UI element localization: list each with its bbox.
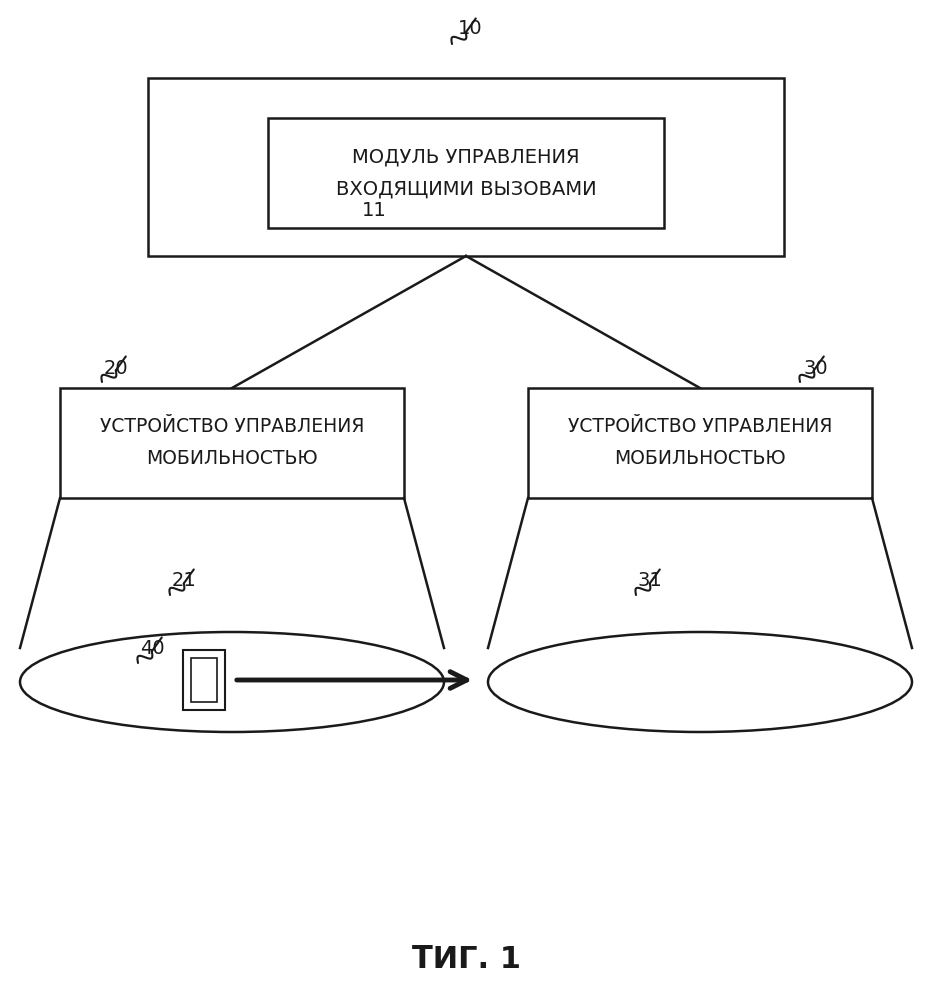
Text: 40: 40 (140, 639, 164, 658)
Bar (528, 388, 872, 498)
Bar (148, 78, 784, 256)
Text: УСТРОЙСТВО УПРАВЛЕНИЯ: УСТРОЙСТВО УПРАВЛЕНИЯ (100, 418, 364, 436)
Text: 20: 20 (103, 359, 129, 377)
Bar (191, 658, 217, 702)
Text: 31: 31 (637, 570, 663, 589)
Text: ВХОДЯЩИМИ ВЫЗОВАМИ: ВХОДЯЩИМИ ВЫЗОВАМИ (336, 180, 596, 198)
Text: МОДУЛЬ УПРАВЛЕНИЯ: МОДУЛЬ УПРАВЛЕНИЯ (352, 147, 580, 166)
Text: ΤИГ. 1: ΤИГ. 1 (412, 946, 520, 974)
Ellipse shape (20, 632, 444, 732)
Text: МОБИЛЬНОСТЬЮ: МОБИЛЬНОСТЬЮ (614, 450, 786, 468)
Bar (183, 650, 225, 710)
Text: 10: 10 (458, 18, 483, 37)
Text: 11: 11 (362, 200, 387, 220)
Bar (268, 118, 664, 228)
Bar (60, 388, 404, 498)
Text: МОБИЛЬНОСТЬЮ: МОБИЛЬНОСТЬЮ (146, 450, 318, 468)
Text: УСТРОЙСТВО УПРАВЛЕНИЯ: УСТРОЙСТВО УПРАВЛЕНИЯ (320, 139, 612, 159)
Ellipse shape (488, 632, 912, 732)
Text: 30: 30 (803, 359, 829, 377)
Text: УСТРОЙСТВО УПРАВЛЕНИЯ: УСТРОЙСТВО УПРАВЛЕНИЯ (568, 418, 832, 436)
Text: 21: 21 (171, 570, 197, 589)
Text: НЕСУЩИМИ КАНАЛАМИ: НЕСУЩИМИ КАНАЛАМИ (337, 175, 595, 195)
